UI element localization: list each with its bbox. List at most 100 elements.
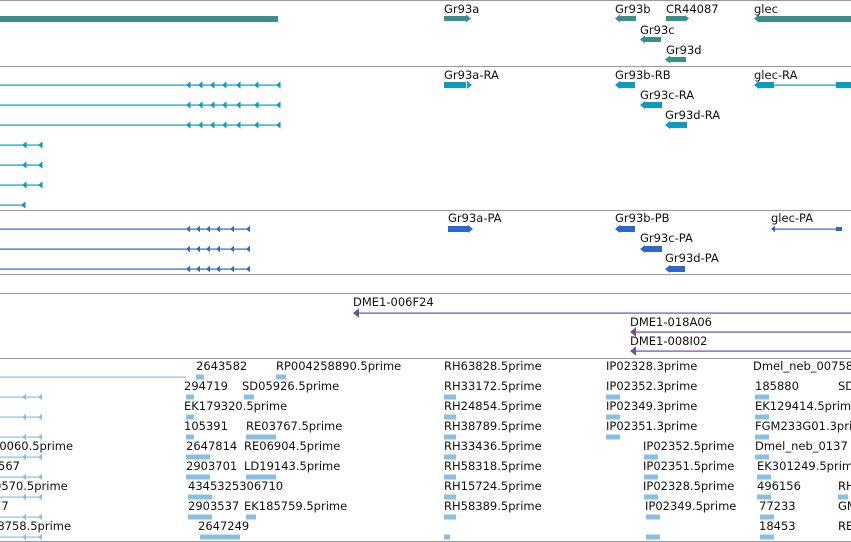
transcript-glec-ra-exon2[interactable] [836,82,851,88]
est-label[interactable]: 58758.5prime [0,519,71,533]
est-label[interactable]: Dmel_neb_00758 [753,359,851,373]
clone-dme1-008i02-line[interactable] [636,350,851,352]
est-label[interactable]: IP02352.3prime [606,379,697,393]
est-line[interactable] [0,476,42,478]
est-feature[interactable] [444,534,450,540]
gene-label-gr93d[interactable]: Gr93d [666,43,702,57]
transcript-label-glec-ra[interactable]: glec-RA [754,68,798,82]
gene-feature-gr93b[interactable] [618,16,636,21]
est-feature[interactable] [606,394,620,400]
est-feature[interactable] [444,454,456,460]
est-label[interactable]: IP02328.5prime [643,479,734,493]
est-label[interactable]: RH33172.5prime [444,379,542,393]
protein-intron-2[interactable] [0,268,248,270]
est-feature[interactable] [444,514,456,520]
transcript-label-gr93d-ra[interactable]: Gr93d-RA [665,108,720,122]
est-feature[interactable] [444,414,456,420]
est-feature[interactable] [186,414,194,420]
est-label[interactable]: IP02351.3prime [606,419,697,433]
est-label[interactable]: IP02352.5prime [643,439,734,453]
clone-label-dme1-006f24[interactable]: DME1-006F24 [353,295,434,309]
est-feature[interactable] [444,474,456,480]
est-line[interactable] [0,516,42,518]
transcript-label-gr93a-ra[interactable]: Gr93a-RA [444,68,499,82]
clone-label-dme1-018a06[interactable]: DME1-018A06 [630,315,712,329]
est-feature[interactable] [196,374,204,380]
est-label[interactable]: RH58389.5prime [444,499,542,513]
protein-glec-pa-exon[interactable] [836,227,842,231]
est-line[interactable] [0,376,186,378]
gene-span-left[interactable] [0,16,278,22]
transcript-label-gr93c-ra[interactable]: Gr93c-RA [640,88,694,102]
est-label[interactable]: RE06904.5prime [244,439,340,453]
transcript-short-2[interactable] [0,184,42,186]
est-feature[interactable] [444,494,456,500]
est-label[interactable]: IP02351.5prime [643,459,734,473]
est-feature[interactable] [186,474,210,480]
est-label[interactable]: 77233 [759,499,796,513]
est-feature[interactable] [838,494,848,500]
est-feature[interactable] [246,434,276,440]
est-feature[interactable] [755,414,769,420]
est-label[interactable]: 185880 [755,379,799,393]
est-label[interactable]: 2903701 [186,459,237,473]
est-feature[interactable] [246,514,256,520]
est-label[interactable]: 294719 [184,379,228,393]
est-label[interactable]: RE [838,519,851,533]
est-label[interactable]: 2647249 [198,519,249,533]
est-feature[interactable] [644,454,658,460]
est-label[interactable]: SD [838,379,851,393]
est-line[interactable] [0,536,42,538]
protein-glec-pa-line[interactable] [774,228,838,230]
est-feature[interactable] [646,534,660,540]
est-feature[interactable] [644,474,658,480]
gene-feature-gr93a[interactable] [444,16,466,21]
gene-feature-gr93d[interactable] [668,57,686,62]
gene-feature-glec[interactable] [758,16,851,22]
est-label[interactable]: RH15724.5prime [444,479,542,493]
est-label[interactable]: RH24854.5prime [444,399,542,413]
est-label[interactable]: 2643582 [196,359,247,373]
protein-gr93d-pa[interactable] [669,266,685,272]
transcript-intron-2[interactable] [0,124,278,126]
est-label[interactable]: 567 [0,459,20,473]
est-label[interactable]: EK185759.5prime [244,499,347,513]
est-label[interactable]: GM [838,499,851,513]
protein-gr93b-pb[interactable] [619,226,635,232]
clone-dme1-006f24-line[interactable] [359,312,851,314]
est-feature[interactable] [244,394,254,400]
transcript-short-0[interactable] [0,144,42,146]
est-label[interactable]: RE03767.5prime [246,419,342,433]
est-label[interactable]: SD05926.5prime [242,379,339,393]
est-label[interactable]: 90060.5prime [0,439,73,453]
gene-feature-cr44087[interactable] [666,16,686,21]
est-label[interactable]: RP004258890.5prime [276,359,401,373]
est-line[interactable] [0,496,42,498]
clone-dme1-018a06-line[interactable] [636,331,851,333]
est-feature[interactable] [760,514,774,520]
est-feature[interactable] [755,454,769,460]
gene-label-gr93a[interactable]: Gr93a [444,2,479,16]
est-label[interactable]: 2647814 [186,439,237,453]
est-feature[interactable] [186,434,194,440]
protein-label-glec-pa[interactable]: glec-PA [771,211,813,225]
est-label[interactable]: IP02349.5prime [645,499,736,513]
est-label[interactable]: RH [838,479,851,493]
protein-intron-1[interactable] [0,248,248,250]
gene-label-gr93c[interactable]: Gr93c [640,23,675,37]
gene-feature-gr93c[interactable] [643,37,661,42]
est-label[interactable]: 4345325306710 [188,479,283,493]
est-line[interactable] [0,456,42,458]
est-feature[interactable] [757,494,771,500]
gene-label-glec[interactable]: glec [754,2,778,16]
est-label[interactable]: 0570.5prime [0,479,68,493]
gene-label-gr93b[interactable]: Gr93b [615,2,651,16]
est-label[interactable]: 2903537 [188,499,239,513]
transcript-intron-0[interactable] [0,84,278,86]
est-feature[interactable] [606,414,620,420]
est-feature[interactable] [644,494,658,500]
protein-label-gr93a-pa[interactable]: Gr93a-PA [448,211,502,225]
est-feature[interactable] [760,534,774,540]
est-label[interactable]: 18453 [759,519,796,533]
